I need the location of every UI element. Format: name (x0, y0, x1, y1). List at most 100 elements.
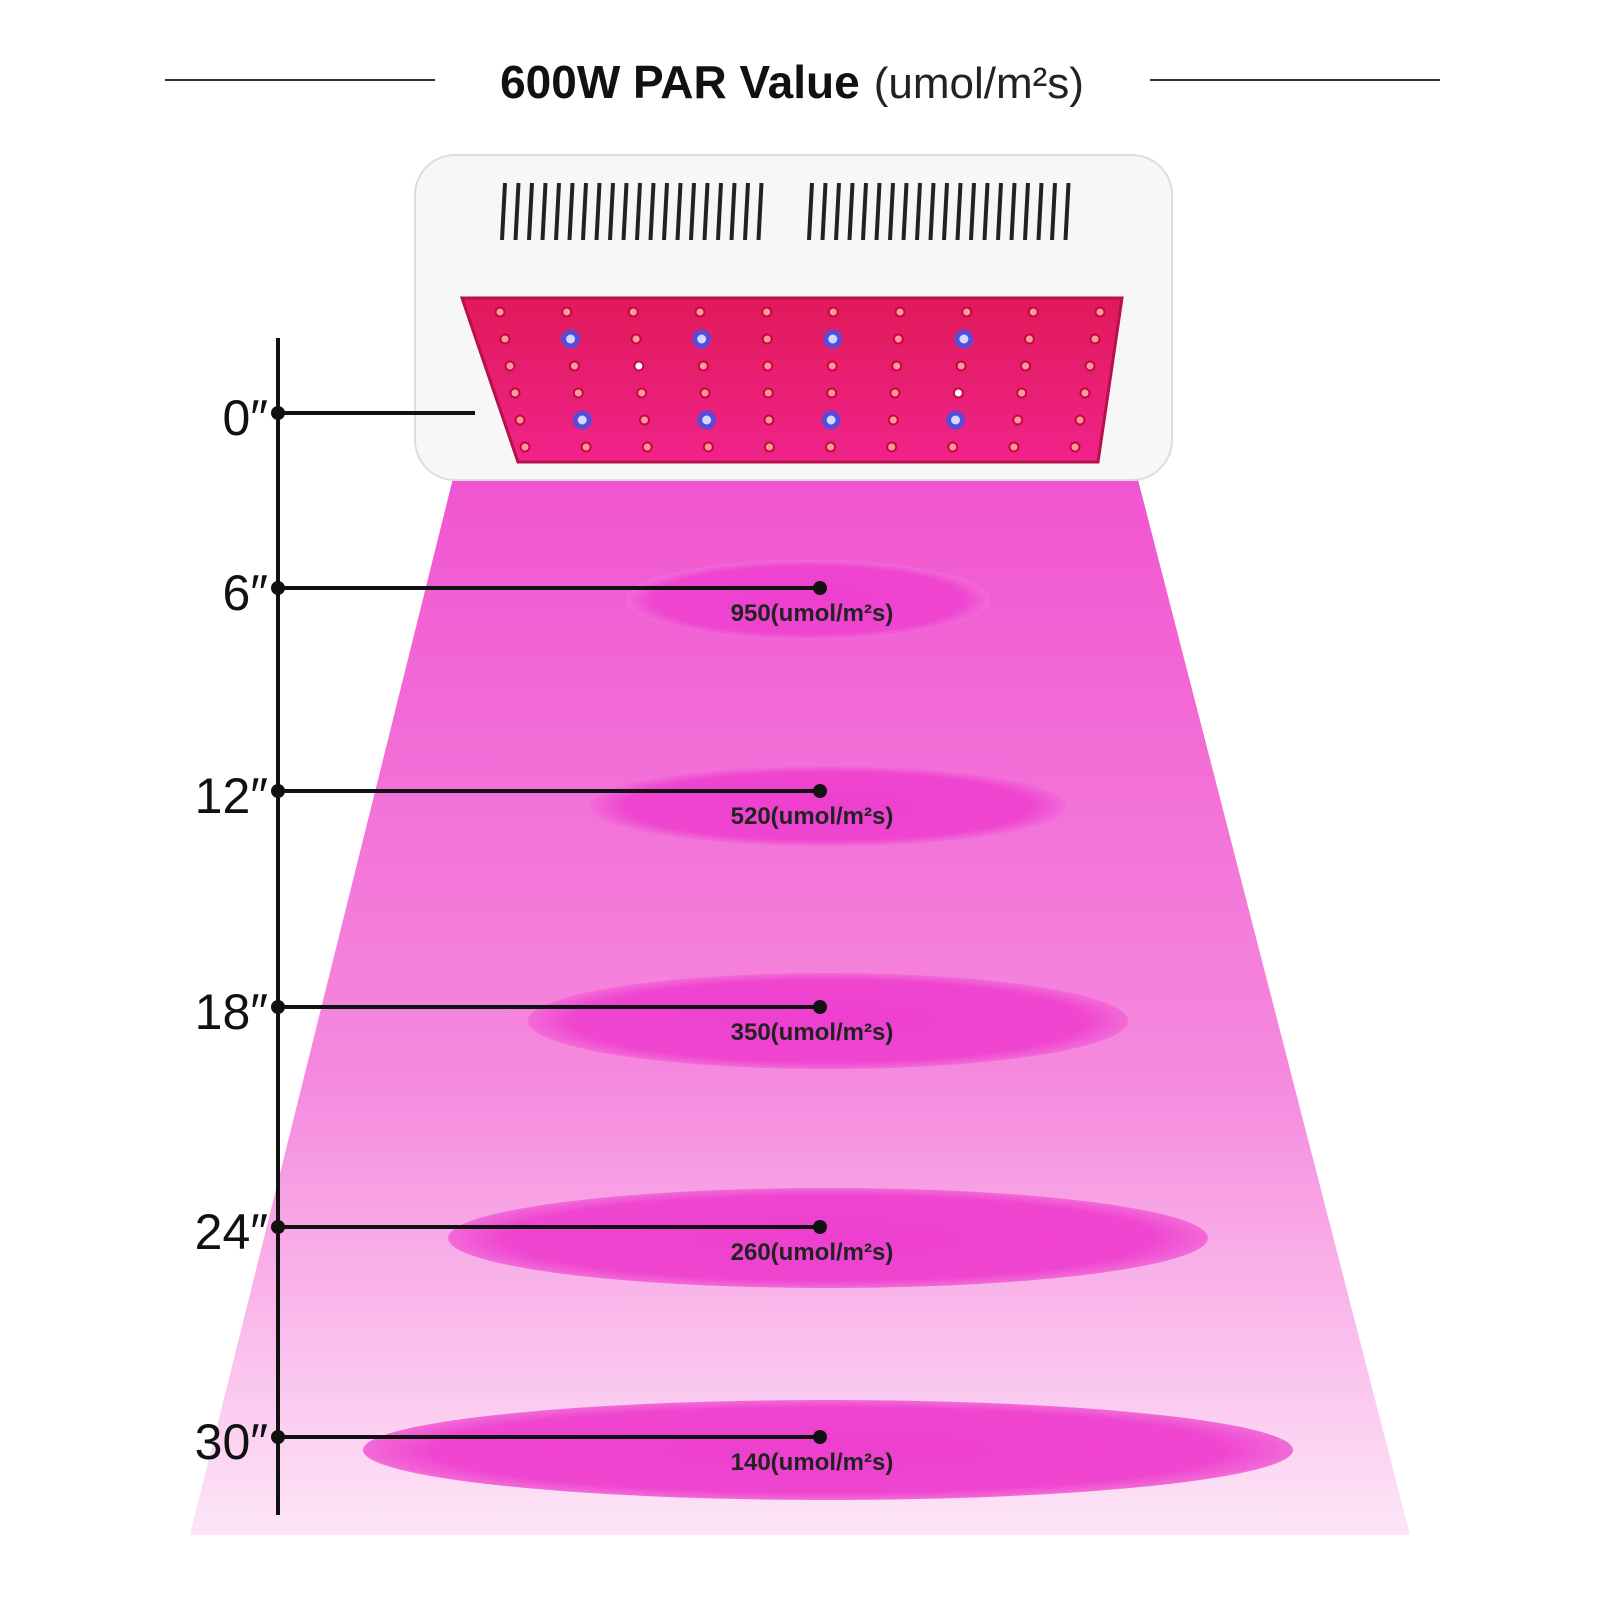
led (697, 360, 709, 372)
vent-slot (513, 182, 521, 241)
led (825, 441, 837, 453)
title-main: 600W PAR Value (500, 56, 860, 108)
vent-slot (729, 182, 737, 241)
led (494, 306, 506, 318)
par-reading: 260(umol/m²s) (731, 1239, 894, 1266)
led (1023, 333, 1035, 345)
led (514, 414, 526, 426)
led (827, 306, 839, 318)
led (697, 410, 717, 430)
led (572, 387, 584, 399)
vent-slot (942, 182, 949, 241)
led (499, 333, 511, 345)
vent-slot (554, 182, 561, 241)
led (702, 441, 714, 453)
axis-dot (271, 406, 285, 420)
light-spot (626, 560, 990, 640)
vent-slot (756, 182, 764, 241)
distance-label: 6″ (222, 565, 268, 621)
vent-slot (955, 182, 963, 241)
led (699, 387, 711, 399)
par-reading: 140(umol/m²s) (731, 1449, 894, 1476)
led (633, 360, 645, 372)
vent-slot (581, 182, 588, 241)
distance-label: 0″ (222, 390, 268, 446)
vent-slot (689, 182, 696, 241)
led (638, 414, 650, 426)
led (823, 329, 843, 349)
led (954, 329, 974, 349)
vent-slot (540, 182, 548, 241)
led (955, 360, 967, 372)
vent-slot (1009, 182, 1017, 241)
light-spot (448, 1188, 1208, 1288)
led (692, 329, 712, 349)
led (1089, 333, 1101, 345)
led (561, 306, 573, 318)
leader-dot (813, 1220, 827, 1234)
leader-dot (813, 1430, 827, 1444)
vent-slot (901, 182, 909, 241)
vent-slot (662, 182, 669, 241)
distance-label: 12″ (195, 768, 268, 824)
title-unit: (umol/m²s) (874, 59, 1084, 108)
led (1016, 387, 1028, 399)
light-spot (590, 766, 1066, 846)
vent-slot (847, 182, 855, 241)
axis-dot (271, 1430, 285, 1444)
led (568, 360, 580, 372)
distance-label: 30″ (195, 1414, 268, 1470)
led (761, 306, 773, 318)
vent-slot (982, 182, 990, 241)
vent-slot (567, 182, 575, 241)
led (504, 360, 516, 372)
led (891, 360, 903, 372)
led (946, 410, 966, 430)
led (561, 329, 581, 349)
led (572, 410, 592, 430)
led (894, 306, 906, 318)
led (961, 306, 973, 318)
vent-slot (861, 182, 868, 241)
led (952, 387, 964, 399)
led (821, 410, 841, 430)
vent-slot (621, 182, 629, 241)
led (1094, 306, 1106, 318)
leader-dot (813, 1000, 827, 1014)
vent-slot (969, 182, 976, 241)
led (627, 306, 639, 318)
vent-slot (500, 182, 507, 241)
title: 600W PAR Value (umol/m²s) (500, 56, 1084, 108)
led (1020, 360, 1032, 372)
led (886, 441, 898, 453)
led-panel (459, 296, 1124, 464)
vent-slot (874, 182, 882, 241)
vent-slot (675, 182, 683, 241)
led (889, 387, 901, 399)
led (1012, 414, 1024, 426)
led (630, 333, 642, 345)
led (1079, 387, 1091, 399)
led (1027, 306, 1039, 318)
vent-slot (635, 182, 642, 241)
par-reading: 350(umol/m²s) (731, 1019, 894, 1046)
vent-slot (1050, 182, 1057, 241)
light-spot (528, 973, 1128, 1069)
vent-slot (594, 182, 602, 241)
led (762, 387, 774, 399)
axis-dot (271, 1220, 285, 1234)
vent-slot (820, 182, 828, 241)
led (1074, 414, 1086, 426)
led (887, 414, 899, 426)
led (636, 387, 648, 399)
leader-dot (813, 581, 827, 595)
vent-slot (915, 182, 922, 241)
vent-slot (1023, 182, 1030, 241)
vent-slot (888, 182, 895, 241)
light-spot (363, 1400, 1293, 1500)
led (1008, 441, 1020, 453)
axis-dot (271, 581, 285, 595)
vent-slot (648, 182, 656, 241)
led (761, 333, 773, 345)
